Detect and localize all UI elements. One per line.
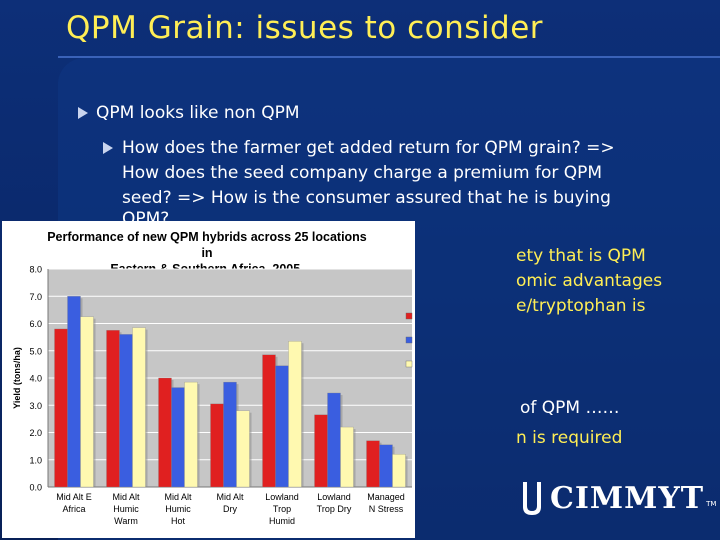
- bullet-arrow-icon: [78, 107, 88, 119]
- bar: [327, 392, 341, 488]
- bar: [223, 381, 237, 488]
- bar: [54, 328, 68, 488]
- bar-shadow: [145, 329, 148, 487]
- bar-shadow: [301, 343, 304, 487]
- bar: [184, 381, 198, 488]
- x-tick-label: Lowland: [265, 492, 299, 502]
- logo-trademark: TM: [706, 500, 717, 508]
- x-tick-label: Humic: [113, 504, 139, 514]
- bar-shadow: [405, 456, 408, 487]
- bar: [132, 327, 146, 488]
- x-tick-label: Managed: [367, 492, 405, 502]
- bar: [158, 377, 172, 488]
- y-tick-label: 7.0: [29, 292, 42, 302]
- bullet-text: QPM looks like non QPM: [96, 103, 300, 123]
- x-tick-label: Mid Alt: [112, 492, 140, 502]
- y-tick-label: 3.0: [29, 401, 42, 411]
- x-tick-label: Hot: [171, 516, 186, 526]
- bar-shadow: [353, 429, 356, 487]
- bar: [80, 316, 94, 488]
- bar: [67, 296, 81, 488]
- x-tick-label: N Stress: [369, 504, 404, 514]
- x-tick-label: Humic: [165, 504, 191, 514]
- bar-shadow: [249, 412, 252, 487]
- bar: [314, 414, 328, 488]
- bar: [119, 334, 133, 488]
- partial-text-line: omic advantages: [516, 271, 663, 291]
- legend-swatch: [405, 336, 413, 344]
- bar: [366, 440, 380, 488]
- bar: [171, 387, 185, 488]
- x-tick-label: Trop: [273, 504, 291, 514]
- bar: [379, 444, 393, 488]
- y-tick-label: 1.0: [29, 455, 42, 465]
- bar: [392, 454, 406, 488]
- yield-chart: Performance of new QPM hybrids across 25…: [2, 221, 415, 538]
- x-tick-label: Mid Alt E: [56, 492, 92, 502]
- partial-text-line: e/tryptophan is: [516, 296, 646, 316]
- x-tick-label: Humid: [269, 516, 295, 526]
- x-tick-label: Dry: [223, 504, 237, 514]
- chart-svg: 0.0 1.0 2.0 3.0 4.0 5.0 6.0 7.0 8.0 Yield (tons/h…: [12, 265, 413, 526]
- y-tick-label: 8.0: [29, 265, 42, 275]
- x-tick-label: Africa: [62, 504, 85, 514]
- bar-shadow: [197, 384, 200, 487]
- bar: [262, 354, 276, 488]
- cimmyt-logo: CIMMYT TM: [520, 480, 716, 516]
- sub-bullet-line: How does the seed company charge a premi…: [122, 163, 603, 183]
- y-tick-label: 4.0: [29, 374, 42, 384]
- x-tick-label: Trop Dry: [317, 504, 352, 514]
- y-tick-label: 0.0: [29, 483, 42, 493]
- x-tick-label: Mid Alt: [216, 492, 244, 502]
- partial-text-line: n is required: [516, 428, 623, 448]
- y-tick-label: 6.0: [29, 319, 42, 329]
- title-divider: [58, 56, 720, 58]
- logo-text: CIMMYT: [550, 480, 705, 516]
- partial-text-line: of QPM ……: [520, 398, 620, 418]
- bar-shadow: [93, 318, 96, 487]
- slide-title: QPM Grain: issues to consider: [66, 10, 544, 46]
- x-tick-label: Lowland: [317, 492, 351, 502]
- bar: [236, 410, 250, 488]
- x-tick-label: Mid Alt: [164, 492, 192, 502]
- bar: [210, 403, 224, 488]
- x-tick-label: Warm: [114, 516, 138, 526]
- y-tick-label: 2.0: [29, 428, 42, 438]
- sub-bullet-arrow-icon: [103, 142, 113, 154]
- bar: [275, 365, 289, 488]
- legend-swatch: [405, 360, 413, 368]
- bar: [340, 426, 354, 488]
- chart-title-line: Performance of new QPM hybrids across 25…: [47, 230, 367, 260]
- bar: [106, 330, 120, 488]
- sub-bullet-line: seed? => How is the consumer assured tha…: [122, 188, 611, 208]
- bar: [288, 341, 302, 488]
- cimmyt-mark-icon: [523, 482, 541, 515]
- sub-bullet-line: How does the farmer get added return for…: [122, 138, 615, 158]
- legend-swatch: [405, 312, 413, 320]
- y-tick-label: 5.0: [29, 346, 42, 356]
- y-axis-label: Yield (tons/ha): [12, 347, 22, 409]
- partial-text-line: ety that is QPM: [516, 246, 646, 266]
